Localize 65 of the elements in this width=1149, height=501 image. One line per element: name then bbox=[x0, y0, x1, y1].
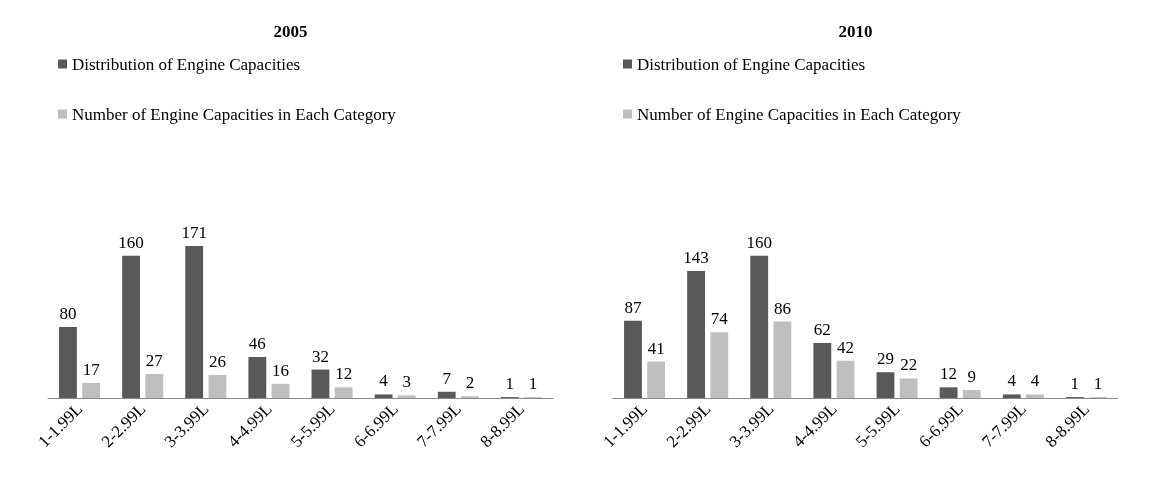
bar bbox=[334, 387, 353, 398]
data-label: 9 bbox=[967, 367, 977, 386]
bar bbox=[82, 382, 101, 398]
bar bbox=[59, 326, 77, 398]
data-label: 1 bbox=[1070, 374, 1080, 394]
data-label: 160 bbox=[118, 232, 144, 252]
data-label: 22 bbox=[900, 355, 918, 375]
data-label: 4 bbox=[1007, 371, 1017, 391]
data-label: 42 bbox=[837, 337, 855, 357]
data-label: 74 bbox=[710, 309, 729, 329]
data-label: 1 bbox=[528, 374, 538, 394]
data-label: 3 bbox=[402, 372, 412, 392]
bar bbox=[208, 374, 227, 398]
bar bbox=[687, 270, 706, 398]
bar bbox=[185, 246, 204, 398]
data-label: 4 bbox=[1030, 371, 1040, 391]
chart-title: 2010 bbox=[838, 22, 873, 41]
bar bbox=[813, 342, 832, 398]
bar bbox=[647, 361, 666, 398]
data-label: 80 bbox=[59, 303, 77, 323]
data-label: 62 bbox=[813, 319, 831, 339]
bar bbox=[876, 372, 895, 398]
data-label: 32 bbox=[311, 346, 329, 366]
data-label: 87 bbox=[624, 297, 642, 317]
bar bbox=[374, 394, 393, 398]
data-label: 46 bbox=[248, 334, 266, 354]
bar bbox=[437, 391, 456, 398]
data-label: 12 bbox=[940, 364, 958, 384]
bar bbox=[750, 255, 769, 398]
bar bbox=[248, 357, 267, 398]
data-label: 26 bbox=[208, 351, 226, 371]
data-label: 27 bbox=[145, 351, 164, 370]
bar bbox=[624, 320, 642, 398]
data-label: 4 bbox=[379, 371, 389, 391]
bar bbox=[122, 255, 141, 398]
data-label: 41 bbox=[647, 338, 665, 358]
bar bbox=[397, 395, 416, 398]
bar bbox=[710, 332, 729, 398]
bar bbox=[773, 321, 792, 398]
data-label: 12 bbox=[335, 364, 353, 384]
data-label: 160 bbox=[746, 232, 772, 252]
bar bbox=[899, 378, 918, 398]
bar bbox=[145, 374, 164, 398]
data-label: 7 bbox=[442, 368, 452, 388]
bar bbox=[1002, 394, 1021, 398]
bar bbox=[1025, 394, 1044, 398]
bar bbox=[271, 383, 290, 398]
bar bbox=[962, 390, 981, 398]
data-label: 2 bbox=[465, 373, 475, 393]
data-label: 1 bbox=[505, 374, 515, 394]
bar bbox=[939, 387, 958, 398]
legend-label: Distribution of Engine Capacities bbox=[72, 54, 301, 74]
data-label: 16 bbox=[272, 360, 290, 380]
data-label: 171 bbox=[181, 223, 207, 242]
data-label: 86 bbox=[773, 298, 791, 318]
data-label: 1 bbox=[1093, 374, 1103, 394]
legend-label: Distribution of Engine Capacities bbox=[637, 54, 866, 74]
bar bbox=[311, 369, 330, 398]
data-label: 29 bbox=[876, 349, 894, 369]
chart-title: 2005 bbox=[273, 22, 308, 41]
legend-label: Number of Engine Capacities in Each Category bbox=[72, 104, 397, 124]
data-label: 17 bbox=[82, 359, 101, 379]
legend-label: Number of Engine Capacities in Each Category bbox=[637, 104, 962, 124]
data-label: 143 bbox=[683, 247, 709, 267]
bar bbox=[836, 360, 855, 398]
